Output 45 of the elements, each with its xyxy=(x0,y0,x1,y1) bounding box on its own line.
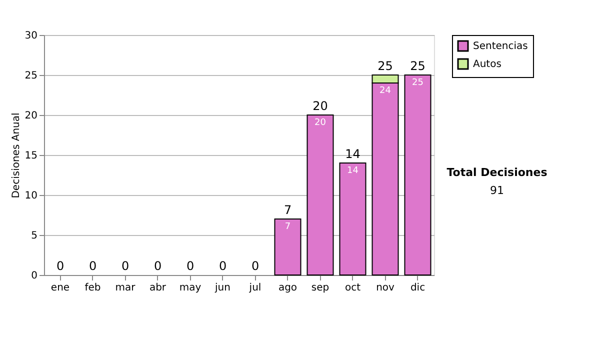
x-tick-label: oct xyxy=(344,282,361,294)
total-label: 0 xyxy=(251,259,260,273)
x-tick-label: jul xyxy=(248,282,262,294)
bar xyxy=(404,74,432,276)
total-label: 0 xyxy=(154,259,162,273)
y-tick-label: 25 xyxy=(24,70,38,82)
data-label: 24 xyxy=(380,86,392,96)
x-tick-label: ago xyxy=(278,282,298,294)
total-label: 20 xyxy=(312,99,328,113)
total-label: 0 xyxy=(88,259,97,273)
legend-label: Sentencias xyxy=(473,41,528,52)
data-label: 14 xyxy=(347,166,359,176)
total-label: 25 xyxy=(378,59,393,73)
x-tick-label: dic xyxy=(410,282,426,294)
bar xyxy=(306,114,334,276)
text: Total Decisiones xyxy=(446,166,548,179)
total-label: 0 xyxy=(186,259,194,273)
y-tick-label: 0 xyxy=(31,270,38,282)
x-tick-label: mar xyxy=(115,282,136,294)
total-label: 14 xyxy=(345,147,360,161)
x-tick-label: may xyxy=(179,282,202,294)
y-tick-label: 20 xyxy=(24,110,38,122)
x-tick-label: ene xyxy=(50,282,70,294)
x-tick-label: jun xyxy=(214,282,230,294)
data-label: 20 xyxy=(314,118,326,128)
y-tick-label: 15 xyxy=(24,150,38,162)
legend-label: Autos xyxy=(473,59,502,70)
text: 91 xyxy=(490,184,504,197)
y-tick-label: 5 xyxy=(31,230,38,242)
x-tick-label: sep xyxy=(311,282,330,294)
data-label: 7 xyxy=(284,222,291,232)
total-label: 0 xyxy=(56,259,64,273)
total-label: 0 xyxy=(218,259,227,273)
x-tick-label: feb xyxy=(84,282,101,294)
x-tick-label: abr xyxy=(149,282,167,294)
total-label: 0 xyxy=(121,259,130,273)
y-tick-label: 30 xyxy=(24,30,38,42)
bar xyxy=(339,162,366,276)
data-label: 25 xyxy=(412,78,424,88)
x-tick-label: nov xyxy=(376,282,395,294)
y-axis-title: Decisiones Anual xyxy=(10,112,22,198)
total-label: 25 xyxy=(410,59,426,73)
total-label: 7 xyxy=(284,203,292,217)
bar xyxy=(274,218,302,276)
y-tick-label: 10 xyxy=(24,190,38,202)
